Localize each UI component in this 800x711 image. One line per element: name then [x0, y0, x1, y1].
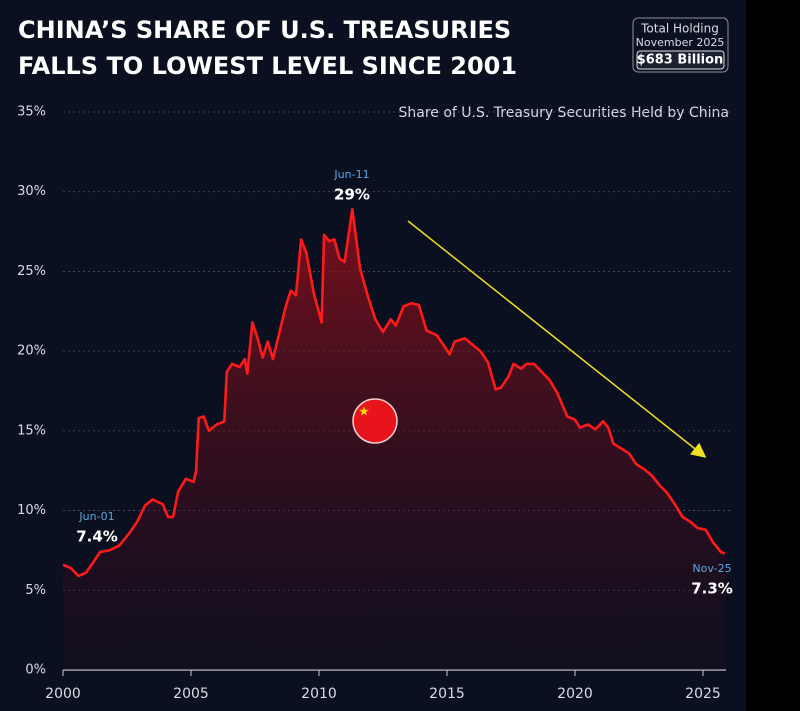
y-tick-label: 15%	[17, 423, 46, 438]
annotation-value: 7.4%	[76, 528, 118, 546]
title-line-1: CHINA’S SHARE OF U.S. TREASURIES	[18, 16, 511, 44]
y-tick-label: 10%	[17, 503, 46, 518]
china-flag	[352, 398, 398, 444]
area	[63, 209, 725, 671]
x-tick-label: 2015	[429, 686, 465, 702]
x-tick-label: 2005	[173, 686, 209, 702]
y-tick-label: 5%	[25, 583, 46, 598]
holding-amount-box	[636, 50, 725, 70]
flag-star: ★	[358, 405, 370, 420]
y-tick-label: 20%	[17, 344, 46, 359]
y-tick-label: 0%	[25, 663, 46, 678]
y-tick-label: 25%	[17, 264, 46, 279]
annotation-value: 7.3%	[691, 580, 733, 598]
trend-arrow	[407, 220, 707, 458]
annotation-date: Nov-25	[692, 562, 731, 575]
holding-box	[632, 17, 729, 73]
x-tick-label: 2010	[301, 686, 337, 702]
holding-amount: $683 Billion	[637, 53, 724, 68]
plot: 0% 5% 10% 15% 20% 25% 30% 35% 2000 2005 2010 2015 20…	[17, 105, 730, 702]
x-tick-label: 2025	[685, 686, 721, 702]
subtitle: Share of U.S. Treasury Securities Held b…	[398, 105, 729, 121]
line	[62, 208, 726, 578]
holding-date: November 2025	[636, 36, 725, 49]
holding-label: Total Holding	[640, 22, 719, 36]
title-line-2: FALLS TO LOWEST LEVEL SINCE 2001	[18, 52, 517, 80]
annotation-date: Jun-01	[78, 510, 114, 523]
x-tick-label: 2000	[45, 686, 81, 702]
annotation-date: Jun-11	[333, 168, 369, 181]
y-tick-label: 30%	[17, 184, 46, 199]
annotation-value: 29%	[334, 186, 370, 204]
x-tick-label: 2020	[557, 686, 593, 702]
y-tick-label: 35%	[17, 105, 46, 120]
